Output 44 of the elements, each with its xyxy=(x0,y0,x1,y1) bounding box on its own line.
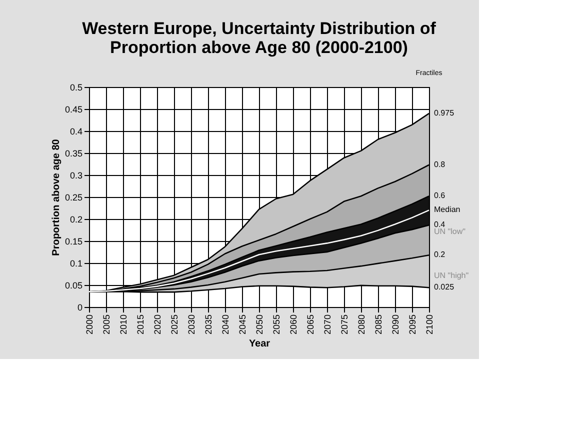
chart-title: Western Europe, Uncertainty Distribution of Proportion above Age 80 (2000-2100) xyxy=(82,19,436,57)
y-axis-title: Proportion above age 80 xyxy=(50,138,62,256)
x-tick-label: 2015 xyxy=(136,314,146,335)
x-tick-label: 2050 xyxy=(254,314,264,335)
x-tick-label: 2040 xyxy=(220,314,230,335)
x-tick-label: 2065 xyxy=(306,314,316,335)
x-tick-label: 2000 xyxy=(84,314,94,335)
x-tick-label: 2100 xyxy=(424,314,434,335)
x-tick-label: 2075 xyxy=(340,314,350,335)
y-tick-label: 0.4 xyxy=(70,126,82,136)
y-tick-label: 0.35 xyxy=(64,148,82,158)
series-label: 0.2 xyxy=(434,250,446,260)
y-tick-label: 0 xyxy=(77,302,82,312)
y-tick-label: 0.15 xyxy=(64,236,82,246)
annotation: UN "low" xyxy=(434,227,466,236)
x-tick-label: 2045 xyxy=(238,314,248,335)
x-tick-label: 2060 xyxy=(288,314,298,335)
x-tick-label: 2080 xyxy=(356,314,366,335)
x-tick-label: 2035 xyxy=(204,314,214,335)
series-label: 0.8 xyxy=(434,160,446,169)
x-tick-label: 2090 xyxy=(390,314,400,335)
x-axis-title: Year xyxy=(248,338,270,350)
series-label: Median xyxy=(434,205,460,214)
x-tick-label: 2010 xyxy=(118,314,128,335)
y-tick-label: 0.45 xyxy=(64,104,82,114)
x-tick-label: 2020 xyxy=(152,314,162,335)
x-tick-label: 2025 xyxy=(170,314,180,335)
y-tick-label: 0.2 xyxy=(70,214,82,224)
y-tick-label: 0.25 xyxy=(64,192,82,202)
annotation: UN "high" xyxy=(434,270,469,280)
x-tick-label: 2055 xyxy=(272,314,282,335)
series-label: 0.4 xyxy=(434,220,446,230)
series-label: 0.975 xyxy=(434,108,455,118)
x-tick-label: 2030 xyxy=(186,314,196,335)
series-label: 0.6 xyxy=(434,191,446,200)
y-tick-label: 0.1 xyxy=(70,258,82,268)
x-tick-label: 2095 xyxy=(408,314,418,335)
y-tick-label: 0.3 xyxy=(70,170,82,180)
y-tick-label: 0.5 xyxy=(70,82,82,92)
x-tick-label: 2070 xyxy=(322,314,332,335)
y-tick-label: 0.05 xyxy=(64,280,82,290)
x-tick-label: 2085 xyxy=(374,314,384,335)
x-tick-label: 2005 xyxy=(102,314,112,335)
series-label: 0.025 xyxy=(434,282,455,292)
